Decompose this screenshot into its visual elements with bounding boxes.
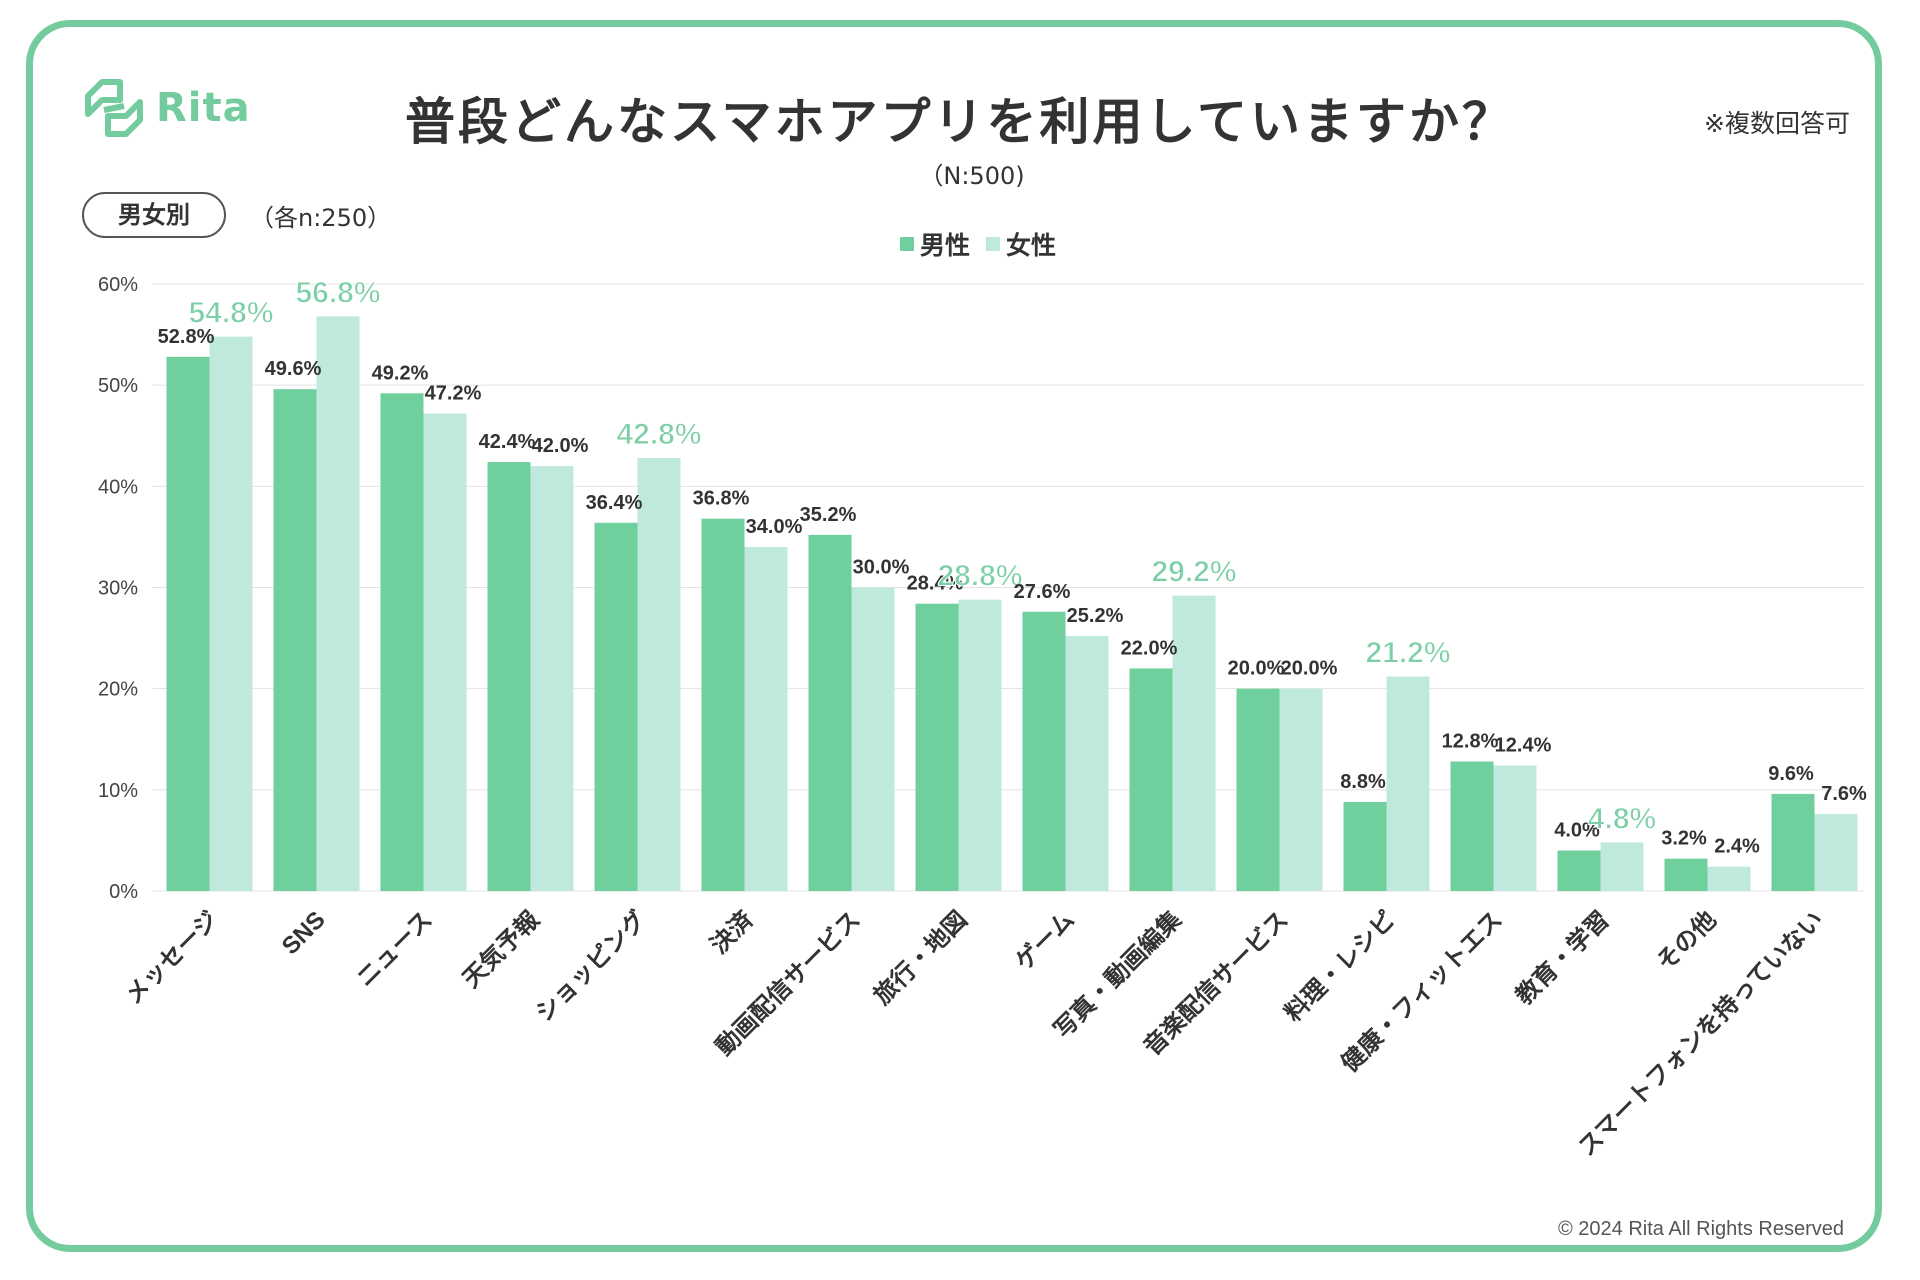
x-category-label: 教育・学習 bbox=[1510, 905, 1615, 1010]
x-category-label: ニュース bbox=[352, 906, 438, 992]
bar-male bbox=[1450, 761, 1494, 891]
bar-female bbox=[1600, 842, 1644, 891]
data-label-male: 36.8% bbox=[693, 488, 750, 510]
legend-label-female: 女性 bbox=[1006, 231, 1057, 260]
data-label-male: 52.8% bbox=[158, 326, 215, 348]
legend-item-female: 女性 bbox=[986, 226, 1056, 262]
legend-swatch-female bbox=[986, 237, 1001, 251]
y-tick-label: 10% bbox=[98, 780, 138, 802]
bar-male bbox=[701, 518, 745, 891]
brand-name: Rita bbox=[156, 85, 251, 131]
bar-male bbox=[1557, 850, 1601, 891]
data-label-female: 47.2% bbox=[425, 382, 482, 404]
data-label-female: 42.8% bbox=[616, 418, 701, 451]
data-label-male: 35.2% bbox=[800, 504, 857, 526]
data-label-female: 21.2% bbox=[1365, 637, 1450, 670]
bar-female bbox=[316, 316, 360, 892]
data-label-male: 22.0% bbox=[1121, 637, 1178, 659]
bar-female bbox=[1065, 636, 1109, 891]
y-tick-label: 50% bbox=[98, 375, 138, 397]
data-label-male: 27.6% bbox=[1014, 581, 1071, 603]
data-label-female: 20.0% bbox=[1281, 658, 1338, 680]
bar-male bbox=[1343, 801, 1387, 891]
data-label-female: 12.4% bbox=[1495, 735, 1552, 757]
data-label-female: 4.8% bbox=[1588, 802, 1656, 835]
data-label-male: 9.6% bbox=[1768, 763, 1814, 785]
bar-female bbox=[423, 413, 467, 891]
data-label-female: 42.0% bbox=[532, 435, 589, 457]
data-label-male: 49.2% bbox=[372, 362, 429, 384]
data-label-female: 28.8% bbox=[937, 560, 1022, 593]
data-label-female: 25.2% bbox=[1067, 605, 1124, 627]
x-category-label: ゲーム bbox=[1010, 906, 1079, 975]
sample-size-total: （N:500) bbox=[919, 162, 1025, 190]
legend-label-male: 男性 bbox=[920, 231, 971, 260]
bar-male bbox=[1022, 611, 1066, 891]
bar-male bbox=[487, 462, 531, 891]
legend-item-male: 男性 bbox=[900, 226, 970, 262]
data-label-male: 36.4% bbox=[586, 492, 643, 514]
x-category-label: ショッピング bbox=[531, 906, 652, 1027]
data-label-male: 3.2% bbox=[1661, 828, 1707, 850]
multiple-answer-note: ※複数回答可 bbox=[1704, 109, 1850, 138]
bar-female bbox=[958, 599, 1002, 891]
bar-male bbox=[1664, 858, 1708, 891]
y-tick-label: 0% bbox=[109, 881, 138, 903]
bar-male bbox=[166, 356, 210, 892]
bar-female bbox=[851, 587, 895, 891]
x-category-label: 天気予報 bbox=[457, 905, 545, 993]
chart-legend: 男性 女性 bbox=[900, 226, 1072, 262]
chart-title: 普段どんなスマホアプリを利用していますか？ bbox=[405, 93, 1515, 151]
data-label-female: 56.8% bbox=[295, 276, 380, 309]
bar-female bbox=[209, 336, 253, 891]
bar-female bbox=[530, 466, 574, 891]
bar-male bbox=[273, 389, 317, 891]
bar-female bbox=[744, 547, 788, 891]
bar-male bbox=[594, 522, 638, 891]
data-label-female: 34.0% bbox=[746, 516, 803, 538]
legend-swatch-male bbox=[900, 237, 914, 251]
bar-female bbox=[1707, 866, 1751, 891]
copyright: © 2024 Rita All Rights Reserved bbox=[1558, 1218, 1844, 1240]
x-category-label: SNS bbox=[277, 906, 331, 960]
y-tick-label: 20% bbox=[98, 679, 138, 701]
segment-badge: 男女別 bbox=[82, 192, 226, 238]
bar-male bbox=[808, 534, 852, 891]
rita-logo-icon bbox=[85, 79, 143, 137]
bar-male bbox=[1236, 688, 1280, 891]
brand-logo: Rita bbox=[82, 76, 251, 140]
data-label-female: 29.2% bbox=[1151, 556, 1236, 589]
data-label-male: 12.8% bbox=[1442, 731, 1499, 753]
data-label-male: 20.0% bbox=[1228, 658, 1285, 680]
bar-female bbox=[1279, 688, 1323, 891]
bar-female bbox=[1493, 765, 1537, 891]
data-label-female: 7.6% bbox=[1821, 783, 1867, 805]
data-label-male: 8.8% bbox=[1340, 771, 1386, 793]
bar-female bbox=[1172, 595, 1216, 891]
data-label-male: 49.6% bbox=[265, 358, 322, 380]
bar-female bbox=[1814, 814, 1858, 891]
data-label-male: 42.4% bbox=[479, 431, 536, 453]
bar-female bbox=[637, 458, 681, 891]
data-label-female: 30.0% bbox=[853, 557, 910, 579]
data-label-male: 4.0% bbox=[1554, 820, 1600, 842]
bar-male bbox=[1129, 668, 1173, 891]
x-category-label: 旅行・地図 bbox=[868, 905, 973, 1010]
data-label-female: 2.4% bbox=[1714, 836, 1760, 858]
data-label-male: 28.4% bbox=[907, 573, 964, 595]
bar-male bbox=[915, 603, 959, 891]
sample-size-segment: （各n:250） bbox=[250, 204, 392, 232]
x-category-label: 決済 bbox=[705, 905, 759, 959]
y-tick-label: 60% bbox=[98, 274, 138, 296]
data-label-female: 54.8% bbox=[188, 297, 273, 330]
y-tick-label: 40% bbox=[98, 476, 138, 498]
x-category-label: 料理・レシピ bbox=[1280, 906, 1401, 1027]
x-category-label: メッセージ bbox=[120, 906, 224, 1010]
bar-male bbox=[380, 393, 424, 891]
bar-male bbox=[1771, 793, 1815, 891]
y-tick-label: 30% bbox=[98, 578, 138, 600]
bar-female bbox=[1386, 676, 1430, 891]
x-category-label: その他 bbox=[1652, 906, 1722, 976]
